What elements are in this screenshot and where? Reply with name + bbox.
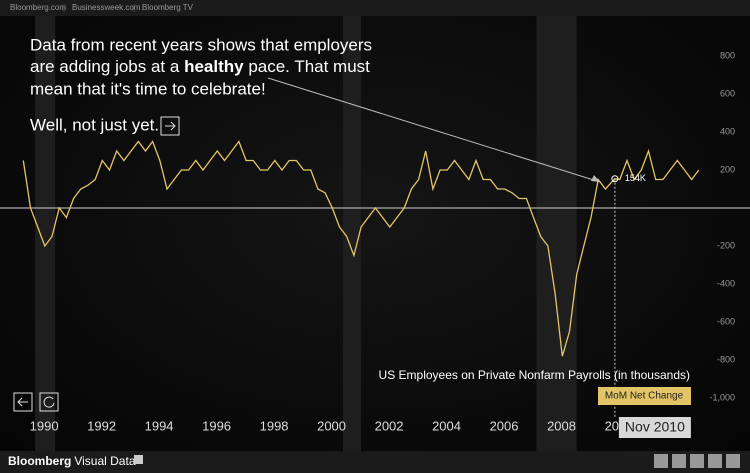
intro-text: are adding jobs at a healthy pace. That …	[30, 57, 370, 76]
x-tick-label: 2002	[375, 418, 404, 433]
y-tick-label: -800	[717, 354, 735, 364]
intro-text: mean that it's time to celebrate!	[30, 79, 266, 98]
product: Visual Data	[74, 454, 135, 468]
x-tick-label: 1992	[87, 418, 116, 433]
x-tick-label: 2008	[547, 418, 576, 433]
legend-label: MoM Net Change	[605, 391, 684, 402]
y-tick-label: -400	[717, 278, 735, 288]
button-icon	[165, 121, 176, 131]
y-tick-label: 800	[720, 50, 735, 60]
y-tick-label: 600	[720, 88, 735, 98]
footer-icon	[134, 455, 143, 464]
y-tick-label: -200	[717, 240, 735, 250]
share-twitter[interactable]	[690, 454, 704, 468]
pointer-arrowhead	[591, 175, 600, 182]
button-icon	[17, 397, 28, 407]
next-button[interactable]	[160, 116, 180, 136]
button-frame[interactable]	[39, 392, 59, 412]
legend-swatch	[598, 387, 691, 405]
back-button[interactable]	[13, 392, 33, 412]
recession-band	[35, 16, 56, 451]
highlight-point	[611, 175, 619, 183]
restart-button[interactable]	[39, 392, 59, 412]
intro-text: are adding jobs at a	[30, 57, 184, 76]
button-icon	[43, 396, 55, 408]
x-tick-label: 1998	[260, 418, 289, 433]
highlight-date: Nov 2010	[625, 419, 685, 435]
intro: Data from recent years shows that employ…	[30, 35, 372, 134]
footer-brand: Bloomberg Visual Data	[8, 454, 136, 468]
nav-link[interactable]: Bloomberg TV	[142, 3, 194, 12]
share-linkedin[interactable]	[726, 454, 740, 468]
x-tick-label: 2000	[317, 418, 346, 433]
pointer-arrow	[267, 77, 601, 183]
y-tick-label: -1,000	[709, 392, 735, 402]
button-frame[interactable]	[160, 116, 180, 136]
intro-text: pace. That must	[244, 57, 371, 76]
y-tick-label: 400	[720, 126, 735, 136]
x-tick-label: 1996	[202, 418, 231, 433]
y-tick-label: 200	[720, 164, 735, 174]
brand: Bloomberg	[8, 454, 71, 468]
share-email[interactable]	[654, 454, 668, 468]
x-tick-label: 1990	[30, 418, 59, 433]
chart-subtitle: US Employees on Private Nonfarm Payrolls…	[379, 368, 690, 382]
recession-band	[536, 16, 577, 451]
top-bar	[0, 0, 750, 16]
x-tick-label: 2006	[490, 418, 519, 433]
nav-link[interactable]: Businessweek.com	[72, 3, 141, 12]
x-tick-label: 2004	[432, 418, 461, 433]
intro-text: Well, not just yet.	[30, 115, 159, 134]
footer-bar	[0, 451, 750, 473]
intro-emphasis: healthy	[184, 57, 244, 76]
data-line	[22, 140, 700, 357]
share-icons	[654, 454, 740, 468]
y-tick-label: -600	[717, 316, 735, 326]
button-frame[interactable]	[13, 392, 33, 412]
share-google[interactable]	[708, 454, 722, 468]
highlight-value: 154K	[625, 173, 646, 183]
intro-text: Data from recent years shows that employ…	[30, 35, 372, 54]
highlight-box	[618, 417, 691, 438]
nav-link[interactable]: Bloomberg.com	[10, 3, 66, 12]
x-tick-label: 1994	[145, 418, 174, 433]
recession-band	[342, 16, 362, 451]
share-facebook[interactable]	[672, 454, 686, 468]
